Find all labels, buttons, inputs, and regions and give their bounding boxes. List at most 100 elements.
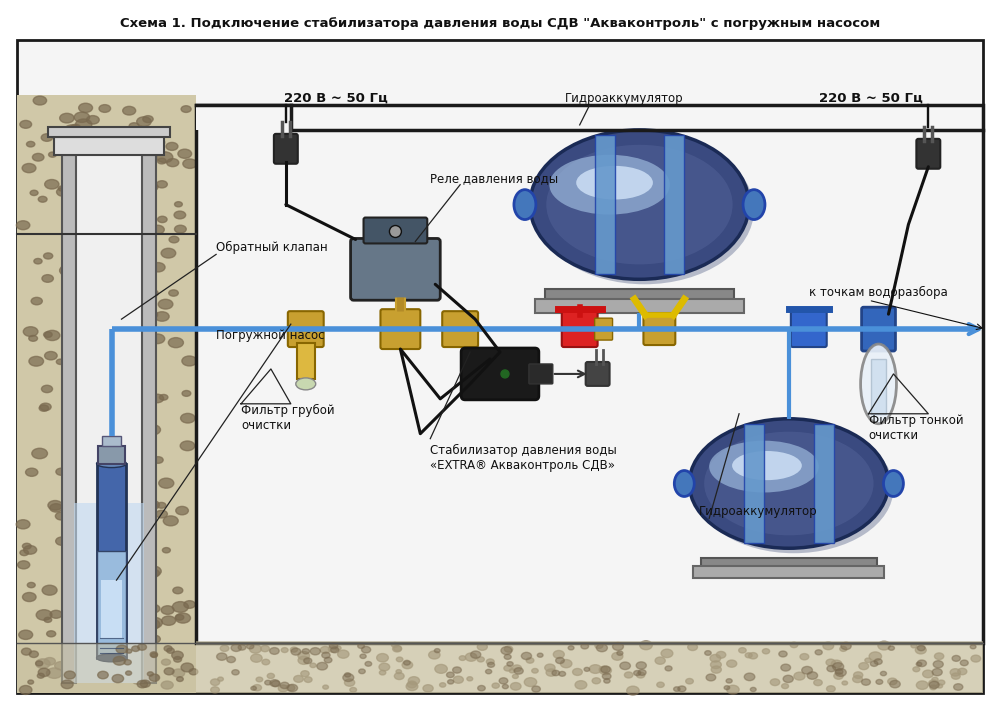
Ellipse shape [617, 651, 623, 655]
Ellipse shape [790, 642, 798, 648]
Ellipse shape [182, 356, 197, 366]
Ellipse shape [85, 555, 97, 564]
Ellipse shape [568, 645, 574, 650]
Ellipse shape [34, 258, 42, 264]
Ellipse shape [183, 159, 197, 169]
Ellipse shape [143, 116, 153, 123]
Ellipse shape [145, 425, 161, 435]
Ellipse shape [840, 646, 847, 651]
Ellipse shape [86, 206, 95, 212]
Ellipse shape [57, 188, 70, 196]
Bar [664, 135, 684, 274]
Ellipse shape [144, 619, 160, 630]
Ellipse shape [710, 655, 721, 662]
Ellipse shape [73, 188, 85, 196]
Ellipse shape [172, 651, 183, 660]
Ellipse shape [38, 196, 47, 202]
Ellipse shape [19, 685, 32, 695]
Ellipse shape [545, 664, 555, 671]
Ellipse shape [960, 660, 968, 665]
Ellipse shape [94, 539, 104, 545]
Ellipse shape [876, 680, 883, 684]
Ellipse shape [146, 183, 158, 191]
Ellipse shape [406, 682, 418, 690]
Ellipse shape [453, 667, 461, 673]
Ellipse shape [280, 682, 289, 688]
Bar [535, 299, 744, 313]
Ellipse shape [800, 653, 809, 660]
Ellipse shape [71, 248, 79, 253]
Ellipse shape [589, 665, 601, 673]
Ellipse shape [782, 683, 789, 688]
Ellipse shape [596, 644, 607, 652]
Ellipse shape [807, 672, 818, 679]
Ellipse shape [89, 505, 105, 516]
Ellipse shape [83, 507, 95, 515]
Ellipse shape [711, 666, 721, 673]
Bar [74, 155, 144, 683]
Ellipse shape [149, 674, 160, 681]
Ellipse shape [97, 654, 126, 662]
Ellipse shape [584, 668, 590, 671]
Ellipse shape [119, 651, 132, 660]
Ellipse shape [150, 138, 165, 147]
Ellipse shape [478, 685, 485, 691]
Ellipse shape [344, 679, 355, 686]
Bar [196, 641, 983, 693]
Bar [62, 155, 76, 683]
Ellipse shape [270, 648, 279, 654]
Ellipse shape [262, 659, 270, 665]
Ellipse shape [27, 583, 35, 588]
Ellipse shape [150, 652, 158, 657]
Ellipse shape [16, 221, 30, 230]
Ellipse shape [814, 680, 822, 685]
Ellipse shape [391, 643, 398, 648]
Ellipse shape [404, 660, 410, 665]
Ellipse shape [937, 684, 943, 688]
Ellipse shape [870, 661, 878, 666]
Ellipse shape [137, 680, 148, 688]
Ellipse shape [781, 664, 791, 671]
Ellipse shape [94, 376, 108, 386]
Ellipse shape [831, 660, 842, 668]
Ellipse shape [509, 669, 515, 673]
Ellipse shape [151, 263, 165, 272]
Ellipse shape [189, 668, 198, 675]
Ellipse shape [46, 668, 62, 678]
Ellipse shape [502, 685, 508, 689]
Ellipse shape [45, 179, 59, 189]
Ellipse shape [504, 655, 511, 660]
Text: Гидроаккумулятор: Гидроаккумулятор [699, 506, 818, 518]
Ellipse shape [477, 657, 484, 662]
Ellipse shape [131, 667, 142, 674]
Ellipse shape [45, 351, 57, 360]
Ellipse shape [19, 630, 33, 640]
Ellipse shape [281, 648, 288, 653]
FancyBboxPatch shape [529, 364, 553, 384]
Ellipse shape [231, 644, 241, 651]
FancyBboxPatch shape [916, 139, 940, 169]
Ellipse shape [124, 629, 140, 640]
Ellipse shape [105, 214, 115, 221]
Ellipse shape [116, 645, 128, 653]
Ellipse shape [29, 336, 38, 341]
Ellipse shape [514, 668, 523, 674]
Ellipse shape [951, 673, 960, 679]
Ellipse shape [129, 123, 139, 129]
Ellipse shape [435, 665, 447, 673]
Ellipse shape [322, 652, 330, 658]
Ellipse shape [835, 668, 846, 676]
Ellipse shape [888, 678, 897, 685]
Ellipse shape [174, 656, 182, 662]
Ellipse shape [530, 130, 749, 279]
Ellipse shape [44, 618, 52, 623]
Ellipse shape [492, 683, 499, 688]
Bar [196, 105, 291, 130]
Ellipse shape [62, 296, 76, 305]
Ellipse shape [146, 223, 155, 228]
Ellipse shape [359, 669, 365, 674]
Ellipse shape [125, 497, 140, 507]
Ellipse shape [82, 308, 92, 315]
Ellipse shape [182, 391, 191, 396]
Ellipse shape [686, 678, 693, 684]
